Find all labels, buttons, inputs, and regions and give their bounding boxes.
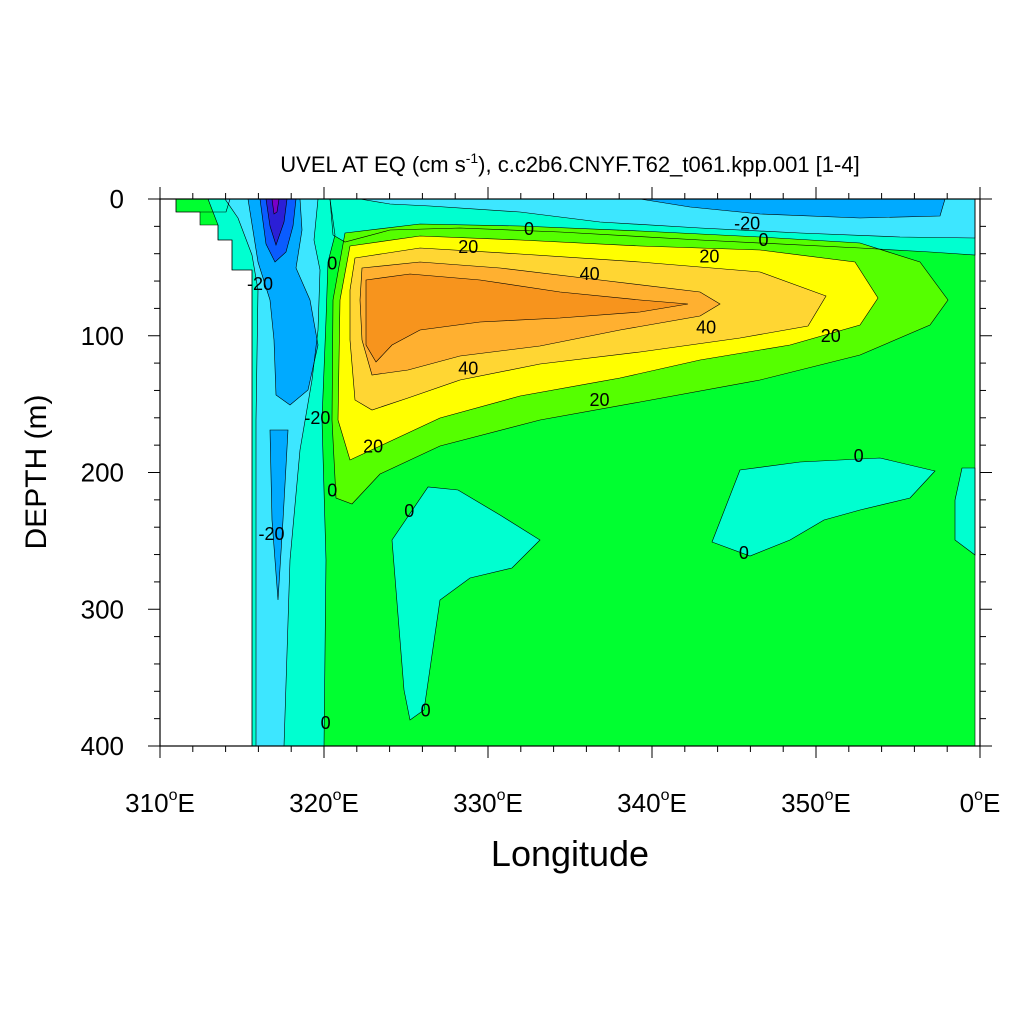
contour-value-label: 0 xyxy=(739,543,749,563)
y-tick-label: 100 xyxy=(81,321,124,351)
contour-euc-10 xyxy=(331,223,949,505)
x-tick-label: 330oE xyxy=(453,787,523,818)
x-tick-label: 350oE xyxy=(781,787,851,818)
contour-value-label: 40 xyxy=(696,318,716,338)
chart-title: UVEL AT EQ (cm s-1), c.c2b6.CNYF.T62_t06… xyxy=(280,150,859,177)
y-tick-label: 0 xyxy=(110,184,124,214)
contour-value-label: 0 xyxy=(404,501,414,521)
contour-surface-neg20 xyxy=(359,198,976,239)
contour-value-label: 0 xyxy=(524,219,534,239)
contour-west-neg30 xyxy=(247,198,319,406)
x-tick-label: 320oE xyxy=(289,787,359,818)
axis-ticks: 310oE 320oE 330oE 340oE 350oE 0oE010020030040… xyxy=(81,184,1001,818)
y-tick-label: 400 xyxy=(81,731,124,761)
x-axis-label: Longitude xyxy=(491,833,649,874)
region-deep-neg10-a xyxy=(392,487,540,720)
contour-value-label: 0 xyxy=(327,253,337,273)
contour-value-label: -20 xyxy=(259,524,285,544)
x-tick-label: 0oE xyxy=(960,787,1001,818)
region-west-neg50 xyxy=(266,199,287,245)
contour-west-neg20 xyxy=(224,198,321,747)
contour-value-label: 20 xyxy=(821,326,841,346)
contour-value-label: 0 xyxy=(759,230,769,250)
y-tick-label: 200 xyxy=(81,458,124,488)
contour-euc-20 xyxy=(337,235,879,461)
contour-value-label: 0 xyxy=(321,713,331,733)
contour-value-label: 0 xyxy=(854,446,864,466)
contour-euc-30 xyxy=(349,247,827,411)
contour-euc-40 xyxy=(359,261,721,376)
y-axis-label: DEPTH (m) xyxy=(20,395,53,550)
region-surface-neg30 xyxy=(640,199,945,218)
y-tick-label: 300 xyxy=(81,594,124,624)
contour-value-label: 20 xyxy=(590,390,610,410)
region-west-neg30 xyxy=(248,199,318,405)
contour-value-label: 0 xyxy=(421,700,431,720)
contour-value-label: 0 xyxy=(327,480,337,500)
contour-value-label: -20 xyxy=(734,214,760,234)
contour-value-label: 20 xyxy=(458,237,478,257)
x-tick-label: 310oE xyxy=(125,787,195,818)
contour-value-label: -20 xyxy=(247,274,273,294)
region-euc-50 xyxy=(366,274,688,362)
contour-value-label: 40 xyxy=(458,359,478,379)
contour-west-neg30-lower xyxy=(269,429,289,601)
contour-euc-50 xyxy=(365,273,689,363)
region-deep-neg10-b xyxy=(712,458,935,556)
contour-deep-neg10-c xyxy=(954,467,976,556)
region-deep-neg10-c xyxy=(955,468,975,555)
contour-value-label: 20 xyxy=(699,246,719,266)
contour-fills xyxy=(176,199,975,746)
contour-value-label: 40 xyxy=(580,264,600,284)
x-tick-label: 340oE xyxy=(617,787,687,818)
contour-deep-neg10-a xyxy=(391,486,541,721)
contour-value-label: -20 xyxy=(304,408,330,428)
region-west-neg30-lower xyxy=(270,430,288,600)
contour-value-label: 20 xyxy=(363,437,383,457)
contour-surface-neg10 xyxy=(329,198,976,256)
contour-deep-neg10-b xyxy=(711,457,936,557)
